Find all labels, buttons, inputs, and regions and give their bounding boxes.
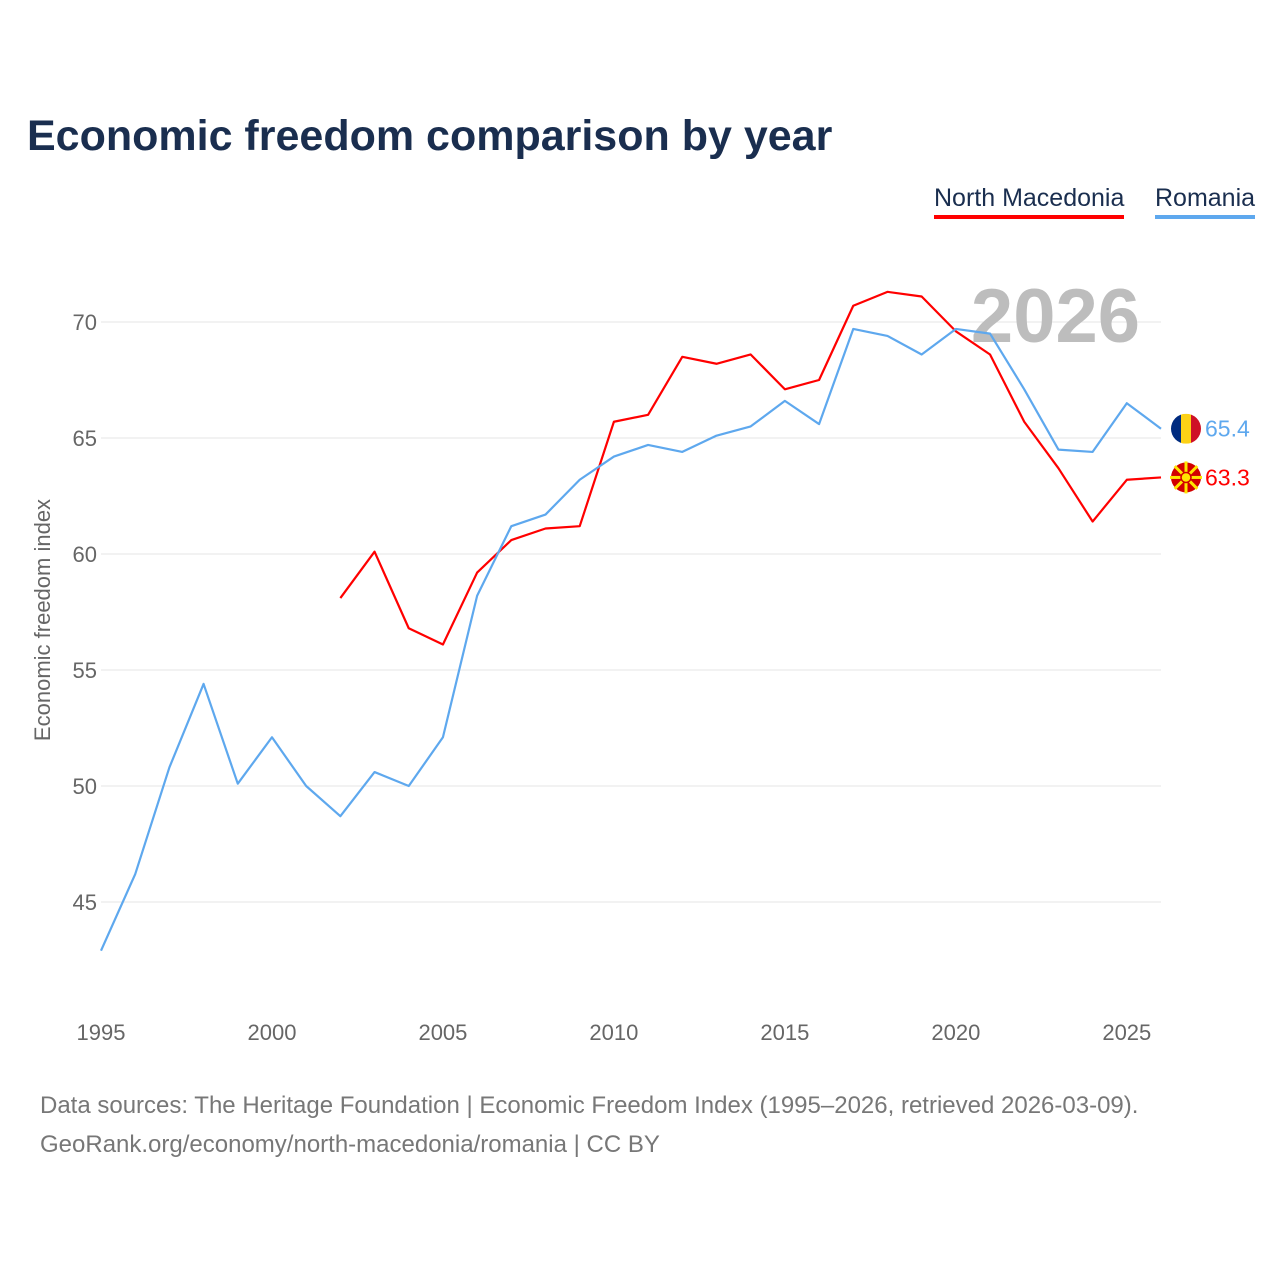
flag-sun [1180,471,1192,484]
flag-stripe-red [1191,413,1201,444]
x-tick-label: 2010 [589,1020,638,1045]
x-tick-label: 2005 [418,1020,467,1045]
end-value-label: 65.4 [1205,416,1250,442]
flag-stripe-yellow [1181,413,1191,444]
y-tick-label: 55 [73,658,97,683]
legend-romania[interactable]: Romania [1155,184,1256,219]
end-value-label: 63.3 [1205,464,1250,490]
source-line-1: Data sources: The Heritage Foundation | … [40,1092,1139,1119]
x-tick-label: 2015 [760,1020,809,1045]
flag-stripes [1171,413,1201,444]
legend-north-macedonia[interactable]: North Macedonia [934,184,1125,219]
source-note: Data sources: The Heritage Foundation | … [40,1086,1138,1164]
series-line-north-macedonia [339,290,1162,646]
source-line-2[interactable]: GeoRank.org/economy/north-macedonia/roma… [40,1131,660,1158]
series-line-romania [99,327,1162,952]
year-watermark: 2026 [971,274,1140,359]
north-macedonia-flag-icon [1170,461,1202,494]
x-tick-label: 2020 [931,1020,980,1045]
y-tick-label: 45 [73,890,97,915]
x-tick-label: 2000 [247,1020,296,1045]
y-tick-label: 50 [73,774,97,799]
romania-flag-icon [1171,413,1201,444]
y-tick-label: 65 [73,426,97,451]
chart-title: Economic freedom comparison by year [27,112,833,160]
y-axis-label: Economic freedom index [30,499,55,741]
flag-stripe-blue [1171,413,1181,444]
y-tick-label: 70 [73,310,97,335]
x-tick-label: 2025 [1102,1020,1151,1045]
x-tick-label: 1995 [77,1020,126,1045]
y-tick-label: 60 [73,542,97,567]
